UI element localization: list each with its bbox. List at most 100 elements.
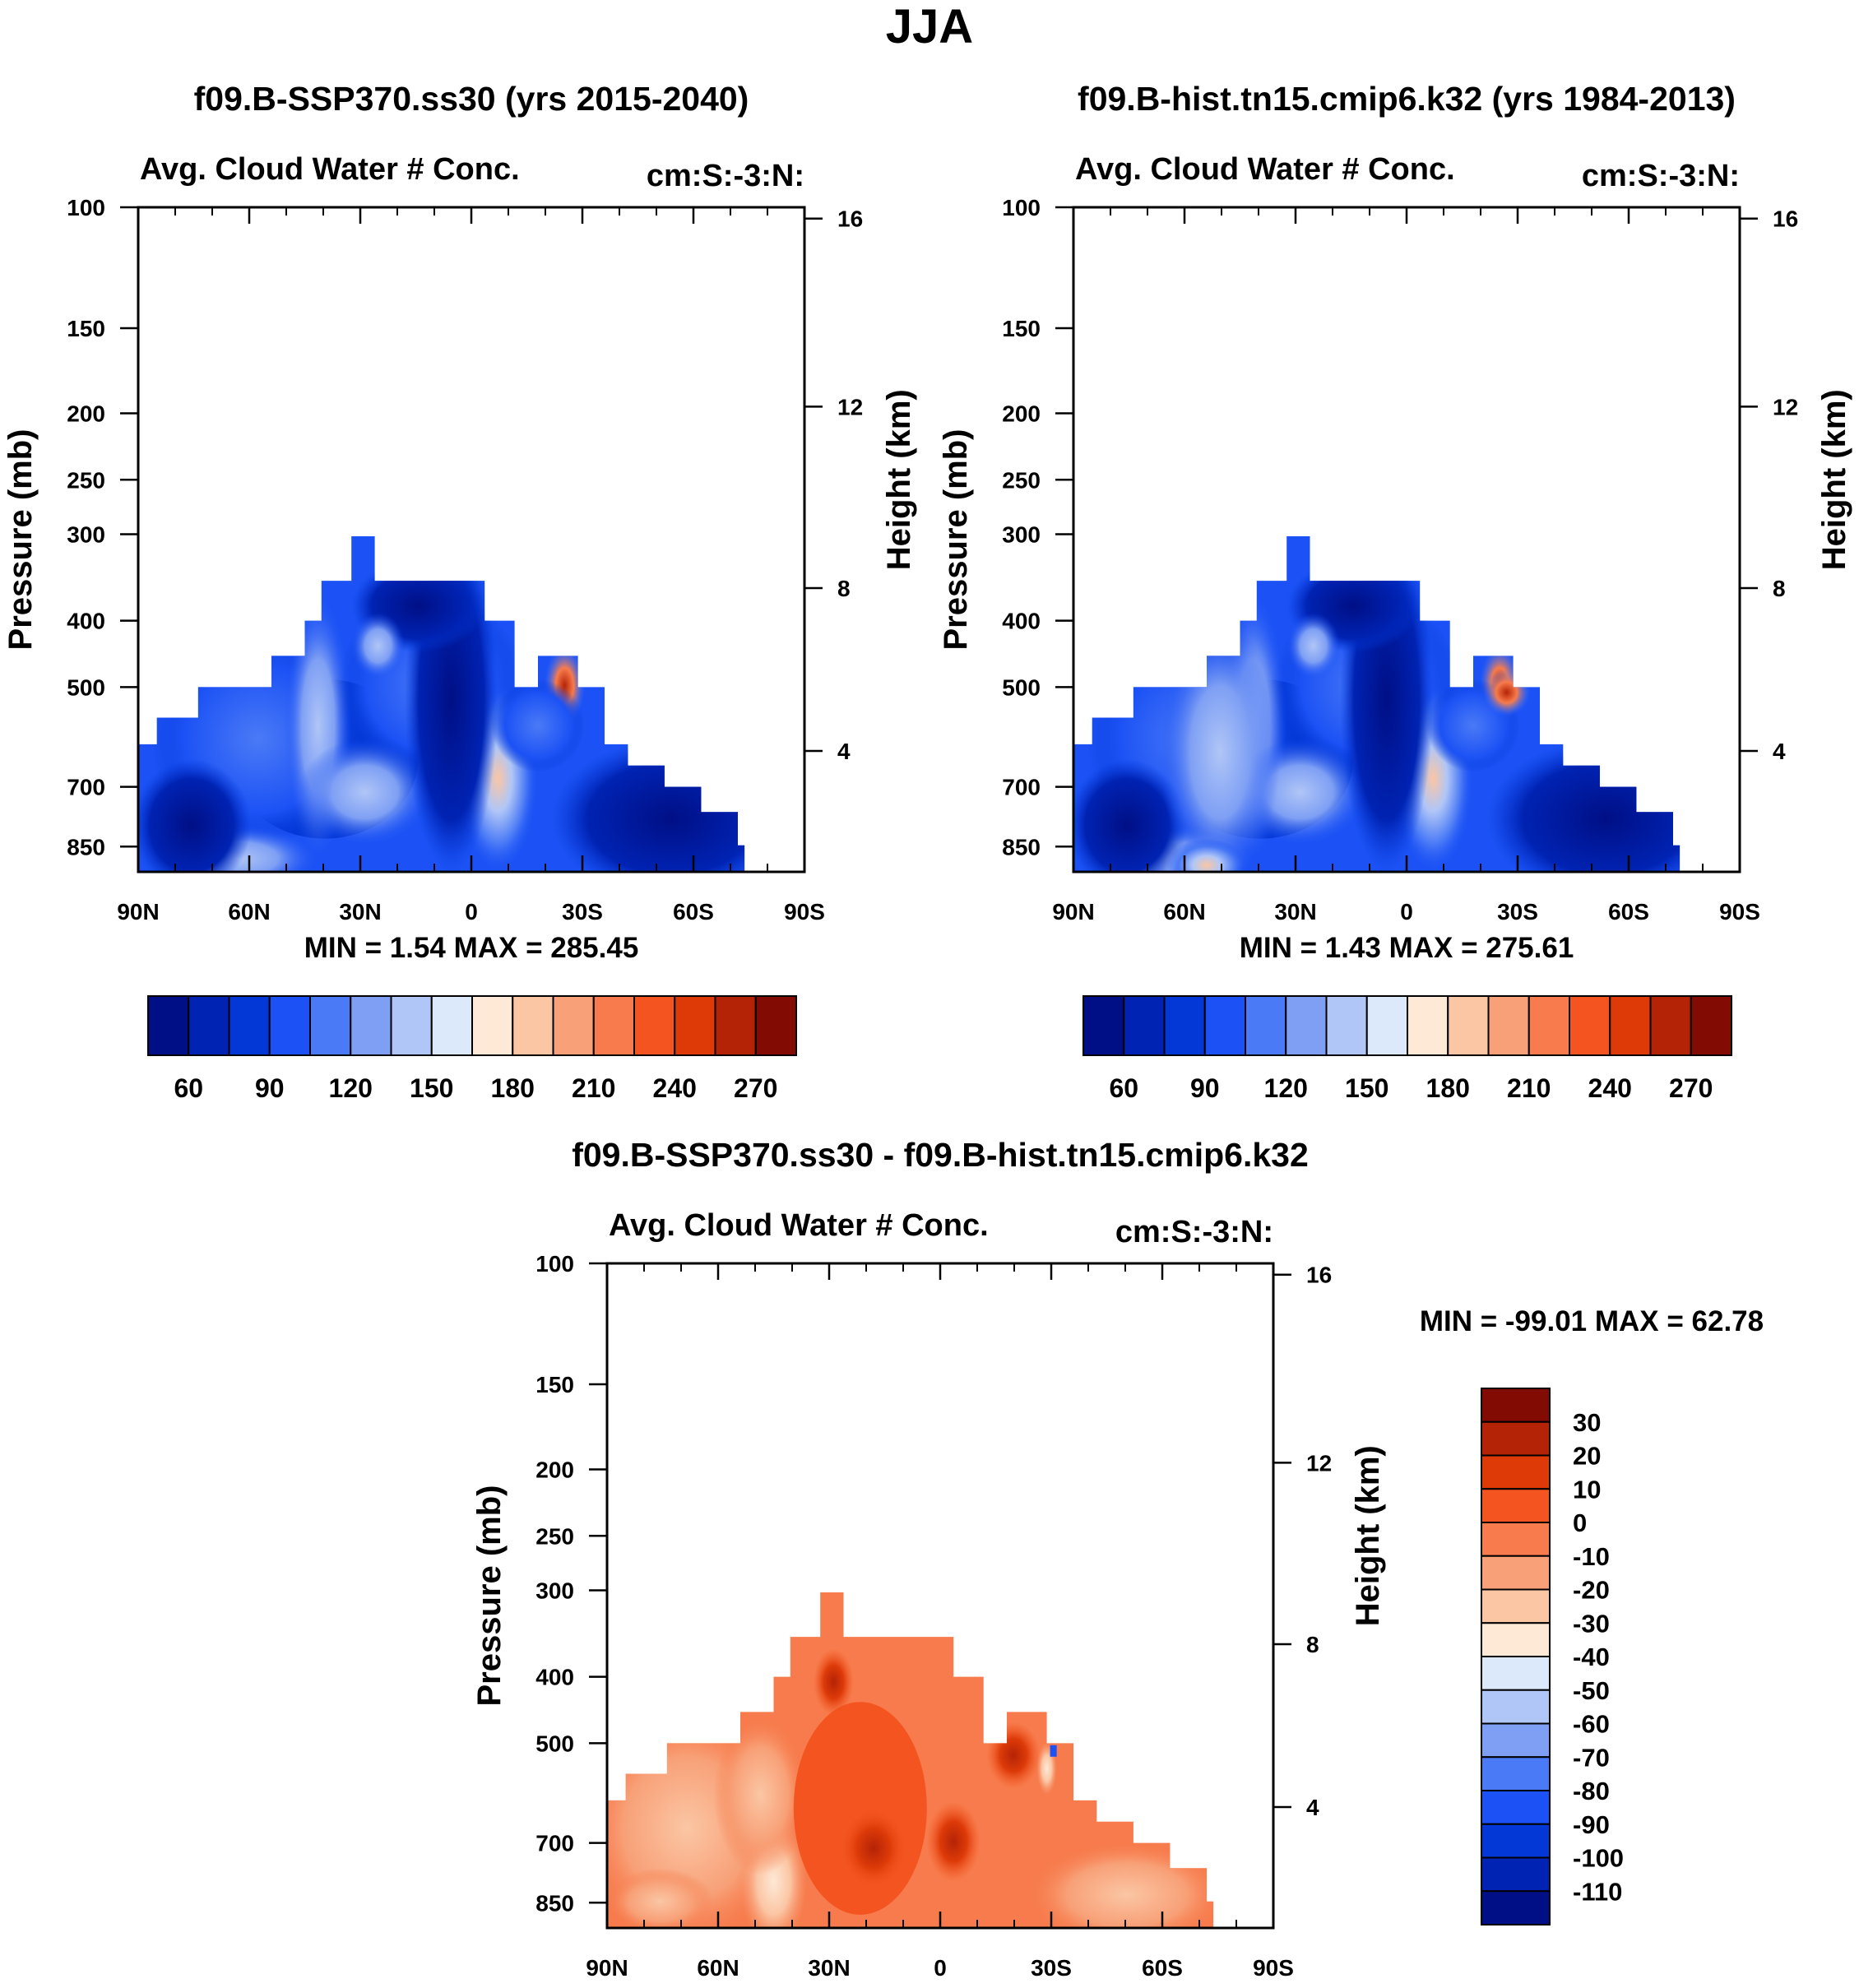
- colorbar-label: 30: [1573, 1408, 1601, 1437]
- colorbar-box: [512, 995, 554, 1056]
- y2-tick-label: 12: [1306, 1450, 1332, 1476]
- contour-blob: [1073, 758, 1187, 872]
- x-tick-label: 60N: [697, 1955, 739, 1981]
- contour-blob: [926, 1801, 980, 1882]
- panel-difference: f09.B-SSP370.ss30 - f09.B-hist.tn15.cmip…: [471, 1136, 1764, 1981]
- colorbar-box: [1123, 995, 1166, 1056]
- x-tick-label: 0: [1400, 899, 1413, 924]
- contour-blob: [351, 612, 405, 679]
- colorbar-box: [552, 995, 595, 1056]
- colorbar-box: [228, 995, 271, 1056]
- y2-tick-label: 4: [1306, 1795, 1319, 1820]
- y-tick-label: 400: [67, 609, 105, 634]
- contour-blob: [1340, 536, 1434, 872]
- contour-blue-spot: [1050, 1745, 1057, 1757]
- contour-field: [138, 536, 745, 872]
- contour-blob: [1166, 838, 1247, 872]
- contour-blob: [840, 1808, 907, 1888]
- x-tick-label: 90S: [1719, 899, 1760, 924]
- colorbar-label: 270: [1669, 1073, 1713, 1103]
- panel-title: f09.B-hist.tn15.cmip6.k32 (yrs 1984-2013…: [1078, 80, 1736, 118]
- colorbar-label: 120: [1264, 1073, 1308, 1103]
- colorbar-label: -100: [1573, 1844, 1624, 1873]
- colorbar-box: [1203, 995, 1246, 1056]
- y2-tick-label: 8: [837, 576, 851, 601]
- colorbar-label: -90: [1573, 1810, 1610, 1839]
- contour-blob: [138, 758, 252, 872]
- colorbar-box: [268, 995, 311, 1056]
- panel-hist: f09.B-hist.tn15.cmip6.k32 (yrs 1984-2013…: [938, 80, 1852, 1103]
- figure-title: JJA: [886, 0, 973, 53]
- colorbar-label: 150: [1345, 1073, 1388, 1103]
- contour-blob: [607, 1868, 714, 1928]
- x-tick-label: 30S: [1031, 1955, 1072, 1981]
- contour-field: [607, 1592, 1214, 1928]
- colorbar-box: [1487, 995, 1530, 1056]
- colorbar-label: 180: [491, 1073, 535, 1103]
- colorbar-box: [390, 995, 433, 1056]
- y-tick-label: 150: [67, 316, 105, 341]
- colorbar-label: -10: [1573, 1542, 1610, 1571]
- colorbar-box: [1407, 995, 1449, 1056]
- y2-tick-label: 16: [1306, 1263, 1332, 1288]
- colorbar-box: [309, 995, 352, 1056]
- y-tick-label: 300: [535, 1578, 574, 1604]
- colorbar-box: [1082, 995, 1125, 1056]
- colorbar-box: [754, 995, 797, 1056]
- contour-blob: [713, 1715, 807, 1875]
- colorbar-box: [1690, 995, 1732, 1056]
- colorbar: 60 90 120 150 180 210 240 270: [1082, 995, 1732, 1103]
- panel-subtitle-left: Avg. Cloud Water # Conc.: [609, 1208, 989, 1243]
- contour-field: [1073, 536, 1681, 872]
- x-tick-label: 30N: [1274, 899, 1316, 924]
- colorbar-label: 270: [734, 1073, 777, 1103]
- colorbar-box: [1481, 1823, 1551, 1859]
- y-tick-label: 700: [1002, 775, 1041, 800]
- colorbar-box: [1325, 995, 1368, 1056]
- y-tick-label: 150: [1002, 316, 1041, 341]
- y2-axis-label: Height (km): [1350, 1445, 1386, 1626]
- y-tick-label: 100: [67, 195, 105, 220]
- y-tick-label: 850: [535, 1890, 574, 1916]
- panel-subtitle-left: Avg. Cloud Water # Conc.: [140, 152, 520, 187]
- contour-blob: [1286, 612, 1340, 679]
- colorbar-box: [147, 995, 190, 1056]
- colorbar-box: [1481, 1689, 1551, 1725]
- x-tick-label: 60S: [1142, 1955, 1183, 1981]
- y-tick-label: 200: [67, 401, 105, 426]
- contour-blob: [551, 739, 745, 872]
- colorbar-box: [633, 995, 676, 1056]
- y2-axis-label: Height (km): [881, 389, 917, 570]
- colorbar-label: 90: [255, 1073, 285, 1103]
- colorbar: 60 90 120 150 180 210 240 270: [147, 995, 797, 1103]
- colorbar-box: [1481, 1454, 1551, 1490]
- y-tick-label: 300: [1002, 522, 1041, 548]
- y-tick-label: 250: [535, 1523, 574, 1549]
- y-tick-label: 500: [1002, 674, 1041, 700]
- colorbar-box: [1649, 995, 1692, 1056]
- contour-blob: [1027, 1841, 1214, 1928]
- colorbar-box: [1481, 1555, 1551, 1591]
- y2-tick-label: 12: [1773, 394, 1798, 419]
- colorbar-box: [430, 995, 473, 1056]
- x-tick-label: 90N: [586, 1955, 628, 1981]
- colorbar-box: [1481, 1420, 1551, 1457]
- contour-blob: [986, 1722, 1041, 1789]
- y-tick-label: 100: [535, 1251, 574, 1277]
- panel-subtitle-right: cm:S:-3:N:: [1115, 1215, 1273, 1249]
- y-tick-label: 250: [67, 467, 105, 493]
- contour-blob: [1486, 739, 1681, 872]
- contour-blob: [814, 1648, 854, 1716]
- panel-title: f09.B-SSP370.ss30 (yrs 2015-2040): [194, 80, 749, 118]
- y2-tick-label: 8: [1773, 576, 1786, 601]
- colorbar-box: [714, 995, 757, 1056]
- colorbar-box: [1528, 995, 1570, 1056]
- colorbar-label: -80: [1573, 1777, 1610, 1805]
- y-tick-label: 500: [535, 1731, 574, 1756]
- colorbar-box: [1569, 995, 1611, 1056]
- x-tick-label: 60S: [1608, 899, 1649, 924]
- colorbar-label: 210: [572, 1073, 615, 1103]
- y-tick-label: 400: [1002, 609, 1041, 634]
- colorbar-label: 60: [174, 1073, 203, 1103]
- x-tick-label: 90N: [1052, 899, 1094, 924]
